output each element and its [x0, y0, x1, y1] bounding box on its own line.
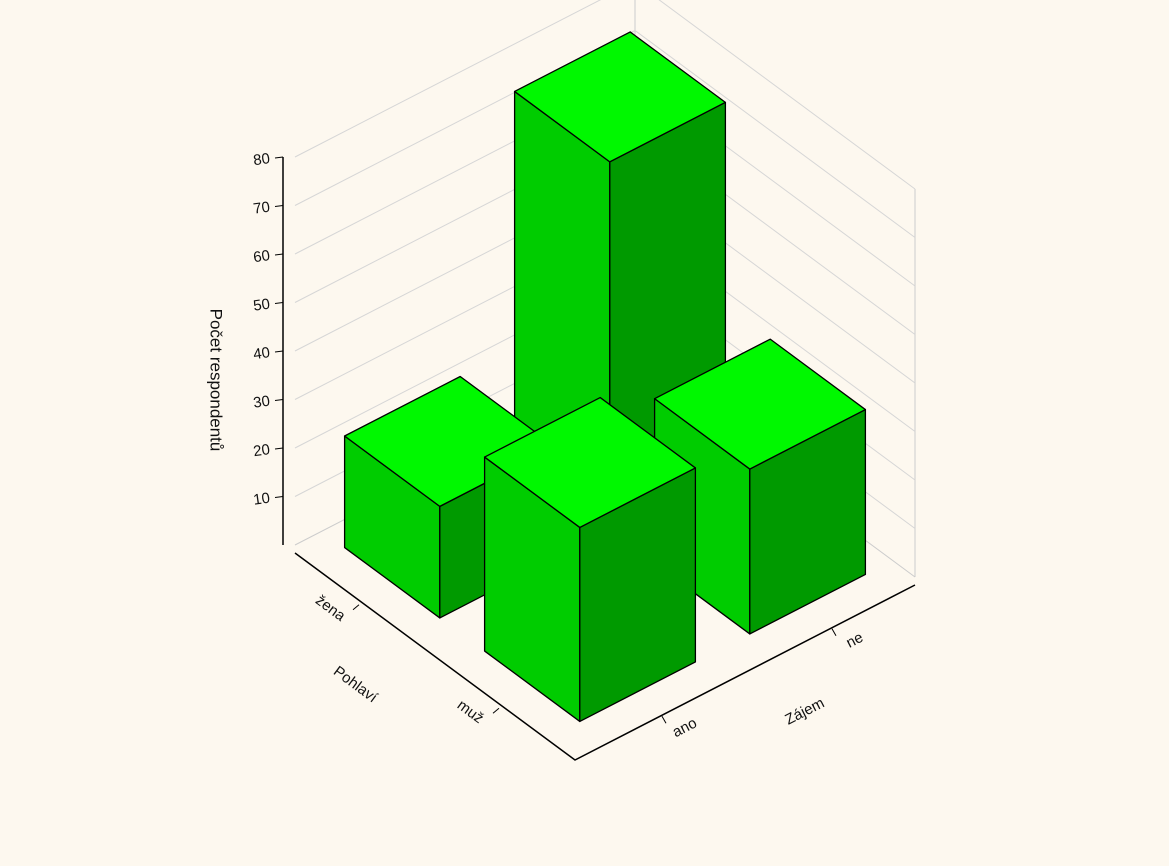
y-tick — [274, 447, 284, 450]
y-tick-label: 20 — [252, 441, 271, 460]
y-tick — [274, 350, 284, 353]
y-tick-label: 70 — [252, 199, 271, 218]
y-tick — [274, 253, 284, 256]
bar-top — [483, 396, 697, 529]
y-tick-label: 40 — [252, 344, 271, 363]
bar-top — [653, 338, 867, 470]
x-tick — [492, 707, 500, 714]
y-axis-label: Počet respondentů — [207, 309, 226, 452]
floor-edge — [294, 552, 916, 761]
y-tick — [274, 399, 284, 401]
y-tick — [274, 205, 284, 207]
x-tick — [352, 604, 360, 611]
y-tick-label: 50 — [252, 296, 271, 315]
y-tick — [274, 302, 284, 304]
y-tick-label: 80 — [252, 150, 271, 169]
y-tick-label: 10 — [252, 490, 271, 509]
z-tick — [831, 628, 837, 636]
y-tick — [274, 496, 284, 498]
grid-line — [294, 29, 916, 238]
y-tick — [274, 156, 284, 159]
bar-top — [513, 31, 727, 163]
z-tick — [661, 716, 667, 724]
y-tick-label: 60 — [252, 247, 271, 266]
grid-line — [294, 0, 916, 190]
y-tick-label: 30 — [252, 393, 271, 412]
z-tick-label: ne — [843, 629, 866, 652]
